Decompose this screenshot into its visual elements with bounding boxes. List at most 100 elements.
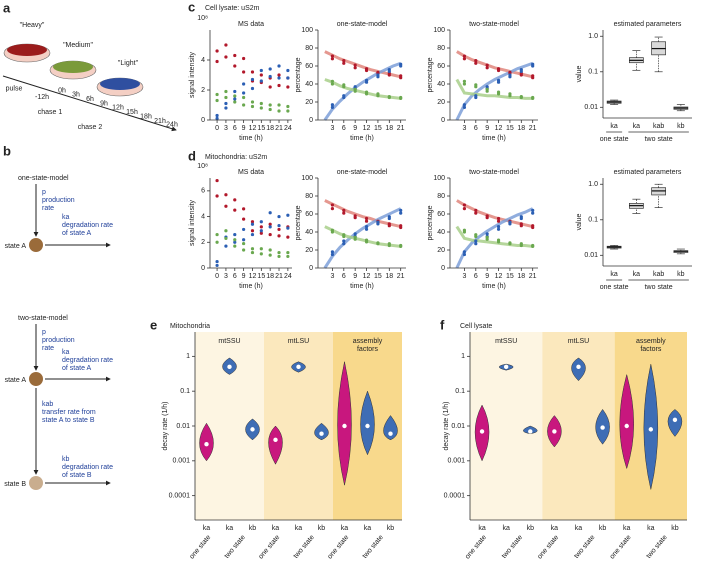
- x-tick-label: 15: [374, 125, 382, 132]
- x-axis-label: time (h): [350, 283, 374, 290]
- x-axis-label: time (h): [239, 135, 263, 142]
- group-label: one state: [600, 136, 629, 143]
- y-tick-label: 1.0: [588, 33, 598, 40]
- rate-label: production: [42, 197, 75, 204]
- y-tick-label: 0.0001: [444, 492, 466, 499]
- data-point: [462, 54, 467, 58]
- chart-title: estimated parameters: [614, 169, 682, 176]
- y-tick-label: 40: [437, 81, 445, 88]
- rate-label: degradation rate: [62, 464, 113, 471]
- x-tick-label: 18: [385, 273, 393, 280]
- x-tick-label: 21: [529, 125, 537, 132]
- data-point: [496, 92, 501, 96]
- x-tick-label: 9: [242, 273, 246, 280]
- data-point: [531, 96, 535, 100]
- chart-title: MS data: [238, 169, 264, 176]
- data-point: [508, 75, 512, 79]
- x-tick-label: 12: [363, 125, 371, 132]
- rate-label: kab: [42, 401, 53, 408]
- data-point: [250, 229, 255, 233]
- data-point: [353, 216, 357, 220]
- data-point: [330, 54, 335, 58]
- group-label: mtLSU: [568, 338, 589, 345]
- data-point: [342, 211, 346, 215]
- data-point: [268, 103, 272, 107]
- state-circle: [29, 372, 43, 386]
- data-point: [531, 76, 535, 80]
- x-tick-label: 15: [506, 273, 514, 280]
- data-point: [215, 240, 219, 244]
- x-tick-label: 3: [224, 125, 228, 132]
- data-point: [268, 253, 272, 257]
- time-label: 15h: [126, 109, 138, 116]
- y-tick-label: 20: [305, 99, 313, 106]
- data-point: [376, 222, 380, 226]
- data-point: [277, 254, 281, 259]
- model-diagram: [29, 184, 111, 490]
- x-tick-label: 6: [474, 273, 478, 280]
- y-tick-label: 20: [437, 247, 445, 254]
- data-point: [277, 223, 281, 228]
- data-point: [259, 101, 263, 106]
- median-dot: [528, 429, 533, 434]
- data-point: [364, 68, 369, 73]
- data-point: [531, 211, 535, 215]
- x-tick-label: 18: [517, 125, 525, 132]
- x-tick-label: 6: [474, 125, 478, 132]
- x-tick-label: ka: [623, 525, 631, 532]
- rate-label: p: [42, 189, 46, 196]
- x-tick-label: 9: [353, 273, 357, 280]
- data-point: [286, 213, 290, 217]
- data-point: [342, 85, 346, 89]
- data-point: [519, 95, 523, 100]
- x-tick-label: ka: [272, 525, 280, 532]
- data-point: [242, 103, 246, 107]
- x-axis-label: time (h): [482, 135, 506, 142]
- time-label: -12h: [35, 94, 49, 101]
- fit-line: [323, 61, 402, 121]
- x-tick-label: 21: [397, 273, 405, 280]
- data-point: [496, 80, 501, 84]
- violin: [268, 425, 283, 465]
- x-tick-label: ka: [203, 525, 211, 532]
- x-tick-label: 0: [215, 125, 219, 132]
- data-point: [259, 73, 263, 77]
- data-point: [224, 95, 228, 100]
- data-point: [353, 63, 357, 67]
- data-point: [277, 109, 281, 113]
- data-point: [330, 79, 335, 83]
- violin: [360, 390, 375, 456]
- data-point: [233, 94, 237, 98]
- data-point: [224, 193, 228, 197]
- data-point: [330, 252, 335, 257]
- data-point: [399, 211, 403, 215]
- data-point: [268, 74, 272, 79]
- data-point: [330, 82, 335, 86]
- fit-line: [455, 207, 534, 269]
- data-point: [250, 100, 255, 104]
- data-point: [462, 103, 467, 107]
- condition-label: two state: [362, 534, 385, 560]
- data-point: [387, 216, 391, 221]
- dish-content: [53, 61, 93, 73]
- x-tick-label: kb: [318, 525, 326, 532]
- y-tick-label: 0: [309, 265, 313, 272]
- data-point: [268, 225, 272, 229]
- condition-label: two state: [501, 534, 524, 560]
- x-tick-label: kb: [671, 525, 679, 532]
- x-tick-label: kb: [677, 271, 685, 278]
- data-point: [215, 259, 219, 264]
- data-point: [474, 211, 478, 215]
- data-point: [250, 222, 255, 226]
- rate-label: of state A: [62, 230, 92, 237]
- y-axis-label: percentage: [295, 57, 302, 92]
- x-tick-label: 3: [330, 273, 334, 280]
- data-point: [224, 204, 228, 208]
- median-dot: [479, 429, 485, 434]
- group-label: assembly: [636, 338, 666, 345]
- rate-label: degradation rate: [62, 222, 113, 229]
- data-point: [242, 70, 246, 74]
- x-tick-label: ka: [575, 525, 583, 532]
- data-point: [268, 248, 272, 252]
- dish-content: [7, 44, 47, 56]
